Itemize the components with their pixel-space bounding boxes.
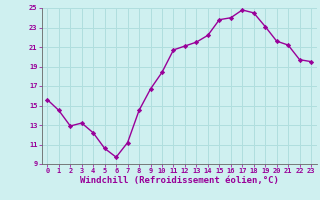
X-axis label: Windchill (Refroidissement éolien,°C): Windchill (Refroidissement éolien,°C): [80, 176, 279, 185]
